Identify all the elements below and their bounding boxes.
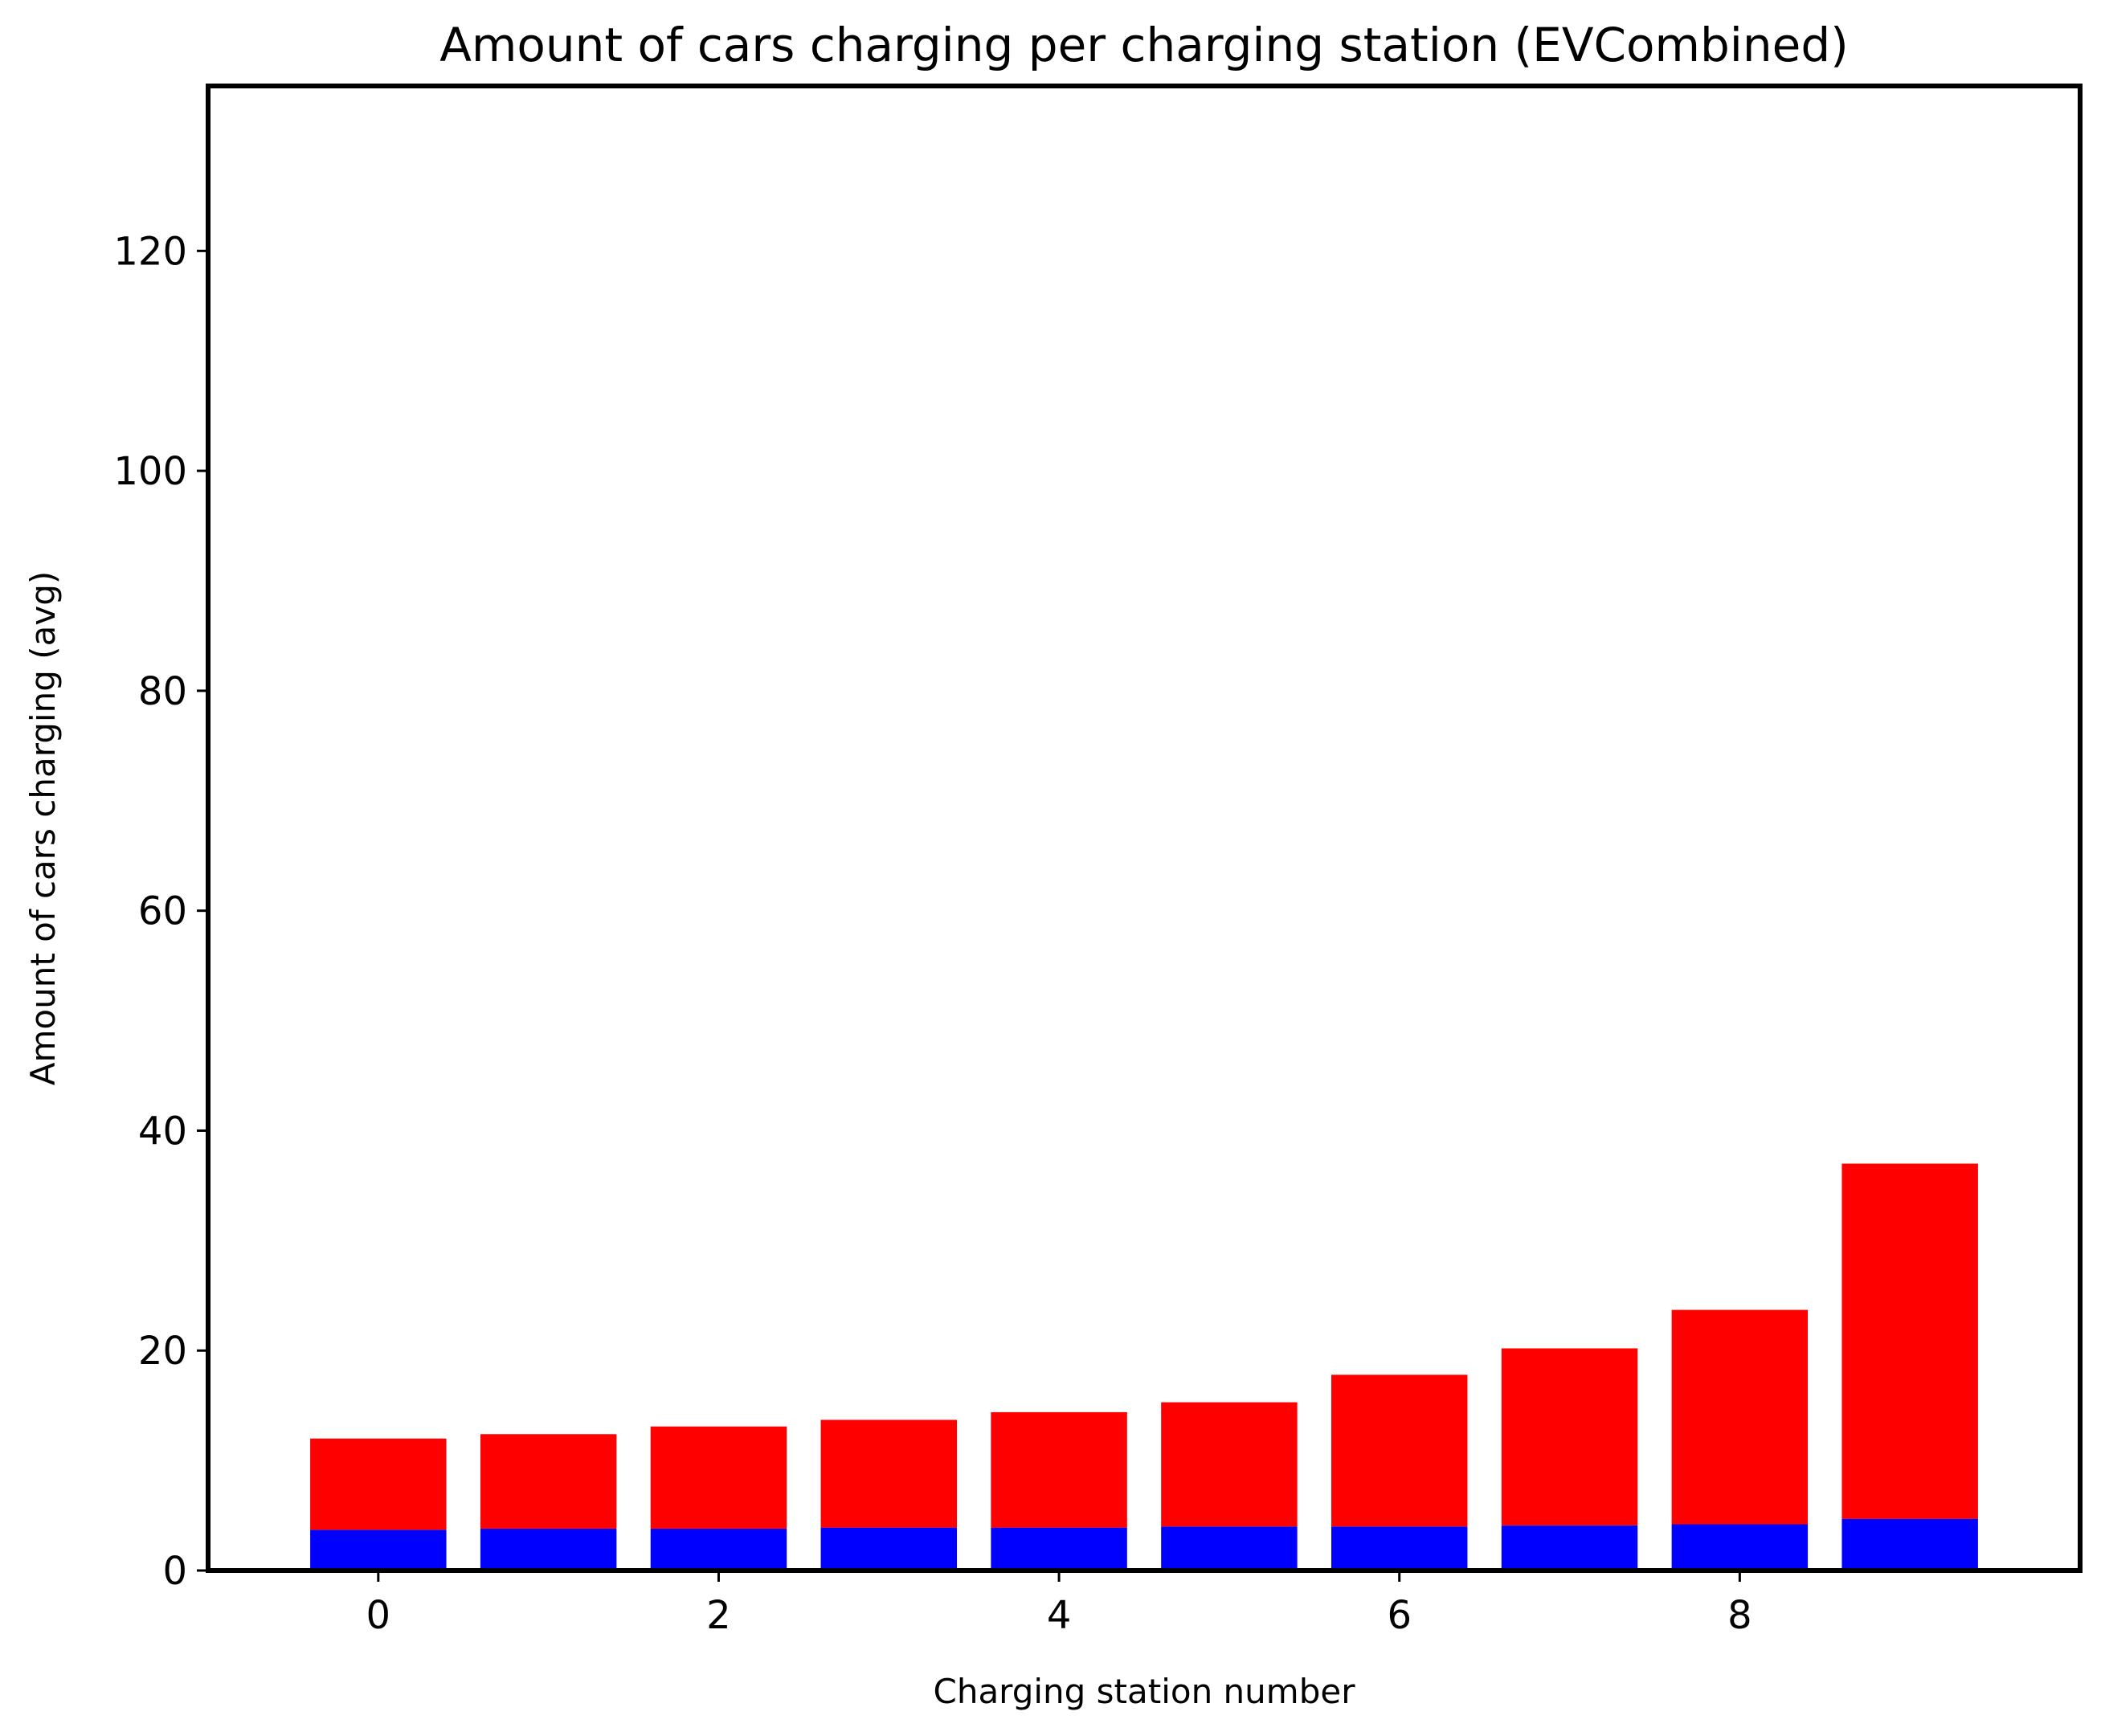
bar-segment-0-station-8 xyxy=(1671,1524,1809,1571)
bar-segment-1-station-4 xyxy=(991,1411,1127,1528)
y-tick-label: 40 xyxy=(138,1109,187,1154)
x-axis-label: Charging station number xyxy=(934,1672,1356,1711)
bars-group xyxy=(310,1163,1978,1571)
bar-segment-1-station-8 xyxy=(1671,1309,1809,1525)
y-axis-label: Amount of cars charging (avg) xyxy=(23,571,63,1086)
bar-segment-0-station-5 xyxy=(1161,1526,1298,1571)
bar-segment-1-station-3 xyxy=(820,1419,957,1528)
y-tick-label: 0 xyxy=(162,1549,187,1594)
y-tick-label: 100 xyxy=(113,449,187,494)
y-tick-label: 80 xyxy=(138,669,187,714)
ticks-group: 0 20 40 60 80 100 120 0 2 4 6 8 xyxy=(113,229,1752,1638)
bar-segment-1-station-5 xyxy=(1161,1402,1298,1527)
y-tick-label: 120 xyxy=(113,229,187,274)
x-tick-label: 2 xyxy=(706,1593,731,1638)
bar-segment-0-station-3 xyxy=(820,1527,957,1571)
x-tick-label: 0 xyxy=(366,1593,391,1638)
bar-segment-0-station-6 xyxy=(1331,1526,1468,1571)
y-tick-label: 20 xyxy=(138,1329,187,1374)
x-tick-label: 8 xyxy=(1727,1593,1752,1638)
y-tick-label: 60 xyxy=(138,889,187,934)
bar-segment-0-station-9 xyxy=(1841,1518,1978,1571)
bar-segment-0-station-1 xyxy=(480,1528,617,1571)
bar-segment-1-station-2 xyxy=(650,1426,787,1529)
bar-segment-1-station-1 xyxy=(480,1434,617,1529)
bar-segment-1-station-7 xyxy=(1501,1348,1638,1526)
bar-segment-1-station-9 xyxy=(1841,1163,1978,1519)
bar-segment-0-station-0 xyxy=(310,1530,447,1571)
bar-segment-0-station-4 xyxy=(991,1527,1127,1571)
bar-segment-1-station-6 xyxy=(1331,1375,1468,1527)
bar-segment-0-station-7 xyxy=(1501,1525,1638,1571)
bar-segment-0-station-2 xyxy=(650,1528,787,1571)
plot-frame xyxy=(206,84,2083,1573)
chart-title: Amount of cars charging per charging sta… xyxy=(439,18,1849,72)
x-tick-label: 4 xyxy=(1047,1593,1072,1638)
bar-segment-1-station-0 xyxy=(310,1438,447,1530)
x-tick-label: 6 xyxy=(1387,1593,1412,1638)
